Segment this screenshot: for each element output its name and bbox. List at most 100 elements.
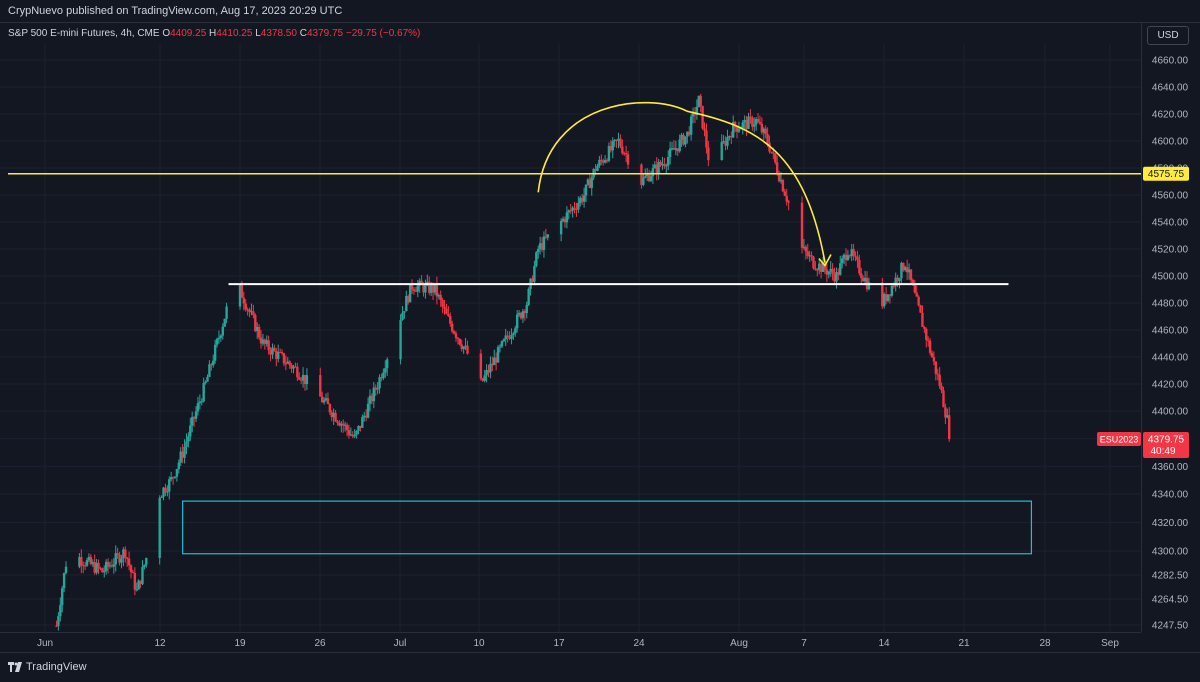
change-value: −29.75 (−0.67%) <box>345 28 421 39</box>
bar-countdown-text: 40:49 <box>1150 446 1175 457</box>
candle-body <box>735 127 739 132</box>
candle-body <box>670 148 674 150</box>
y-tick-label: 4640.00 <box>1152 83 1189 94</box>
candle-body <box>514 328 517 334</box>
candle-body <box>582 195 586 202</box>
y-tick-label: 4440.00 <box>1152 353 1189 364</box>
candle-body <box>844 254 848 261</box>
candle-body <box>493 357 496 366</box>
candle-body <box>896 277 899 282</box>
close-label: C <box>299 28 307 39</box>
y-tick-label: 4320.00 <box>1152 518 1189 529</box>
candle-body <box>561 218 565 221</box>
candle-body <box>760 123 764 133</box>
candle-body <box>294 366 297 368</box>
candle-body <box>615 139 618 141</box>
candle-body <box>623 153 626 155</box>
candle-body <box>701 105 704 129</box>
candle-body <box>426 281 429 285</box>
candle-body <box>764 128 767 135</box>
horizontal-line-price-text: 4575.75 <box>1148 169 1185 180</box>
candle-body <box>938 374 941 386</box>
candle-body <box>330 412 333 418</box>
candle-body <box>674 148 678 150</box>
candle-body <box>368 395 372 404</box>
candle-body <box>114 553 117 565</box>
candle-body <box>657 161 660 174</box>
candle-body <box>324 398 328 401</box>
candle-body <box>93 562 96 573</box>
candle-body <box>730 136 733 138</box>
y-tick-label: 4360.00 <box>1152 462 1189 473</box>
candle-body <box>374 387 377 390</box>
candle-body <box>334 412 337 422</box>
candle-body <box>139 580 142 584</box>
candle-body <box>515 314 519 329</box>
candle-body <box>290 365 293 369</box>
candle-body <box>326 398 330 405</box>
candle-body <box>596 165 599 171</box>
candle-body <box>366 403 370 418</box>
y-tick-label: 4460.00 <box>1152 326 1189 337</box>
candle-body <box>907 269 911 273</box>
candle-body <box>850 249 853 257</box>
candle-body <box>129 565 133 572</box>
candle-body <box>62 573 66 589</box>
candle-body <box>831 268 834 275</box>
candle-body <box>745 119 748 129</box>
candle-body <box>818 263 821 271</box>
candle-body <box>319 375 322 397</box>
candle-body <box>753 124 756 127</box>
candle-body <box>164 487 167 493</box>
x-tick-label: Aug <box>730 638 748 649</box>
candle-body <box>89 556 93 565</box>
tradingview-logo[interactable]: TradingView <box>8 661 87 673</box>
candle-body <box>573 207 576 210</box>
candle-body <box>812 256 815 269</box>
candle-body <box>884 294 888 301</box>
candle-body <box>544 236 548 238</box>
candle-body <box>198 401 202 404</box>
candle-body <box>579 197 582 204</box>
candle-body <box>726 136 729 146</box>
price-scale[interactable] <box>1141 22 1200 632</box>
candle-body <box>852 249 855 256</box>
candle-body <box>743 119 746 123</box>
candle-body <box>588 179 592 189</box>
candle-body <box>244 303 247 310</box>
candle-body <box>361 417 364 428</box>
candle-body <box>890 285 894 296</box>
last-price-tag <box>1143 432 1189 459</box>
candle-body <box>775 162 779 174</box>
candle-body <box>535 252 538 266</box>
candle-body <box>61 588 64 606</box>
candle-body <box>116 553 119 555</box>
candle-body <box>460 344 463 349</box>
candle-body <box>213 344 217 361</box>
high-label: H <box>209 28 217 39</box>
horizontal-line-price-tag <box>1143 166 1189 181</box>
candle-body <box>678 139 681 152</box>
candle-body <box>212 360 215 366</box>
candle-body <box>351 434 354 437</box>
candle-body <box>190 416 194 426</box>
candle-body <box>504 335 507 340</box>
x-tick-label: 21 <box>958 638 970 649</box>
candle-body <box>598 159 601 166</box>
time-scale[interactable] <box>0 632 1141 653</box>
candle-body <box>143 564 146 568</box>
currency-button[interactable]: USD <box>1147 26 1189 45</box>
candle-body <box>479 353 483 379</box>
candle-body <box>642 177 645 185</box>
candle-body <box>611 141 614 151</box>
candle-body <box>540 243 544 250</box>
candle-body <box>808 255 811 257</box>
candle-body <box>347 429 351 436</box>
x-tick-label: 19 <box>234 638 246 649</box>
candle-body <box>881 282 884 307</box>
symbol-tag-text: ESU2023 <box>1100 435 1139 445</box>
y-tick-label: 4620.00 <box>1152 110 1189 121</box>
candle-body <box>185 441 188 447</box>
candle-body <box>305 375 309 384</box>
